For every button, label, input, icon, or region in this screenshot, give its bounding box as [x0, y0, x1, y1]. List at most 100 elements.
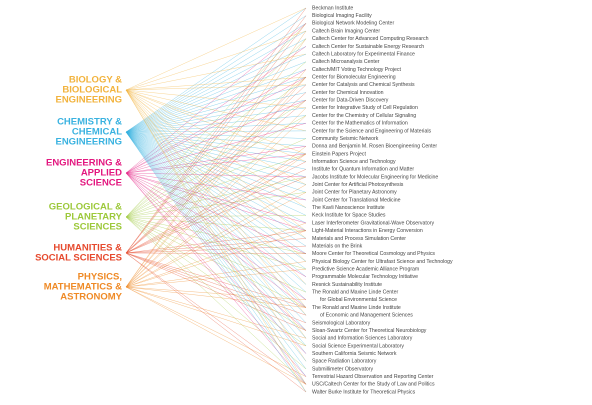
- institute-name: Information Science and Technology: [312, 159, 396, 165]
- link: [125, 131, 307, 331]
- division-label: CHEMICAL: [72, 127, 122, 138]
- institute-name: The Kavli Nanoscience Institute: [312, 205, 385, 211]
- link: [125, 99, 307, 174]
- link: [125, 131, 307, 147]
- institute-name: Einstein Papers Project: [312, 151, 366, 157]
- link: [125, 131, 307, 393]
- division-label: HUMANITIES &: [53, 243, 122, 254]
- institute-name: Community Seismic Network: [312, 136, 379, 142]
- link: [125, 172, 307, 254]
- institute-name: Materials on the Brink: [312, 243, 363, 249]
- institute-name: Caltech Laboratory for Experimental Fina…: [312, 51, 415, 57]
- link: [125, 131, 307, 139]
- link: [125, 131, 307, 262]
- institute-name: Joint Center for Artificial Photosynthes…: [312, 182, 404, 188]
- link: [125, 131, 307, 354]
- link: [125, 131, 307, 216]
- institute-name: Caltech/MIT Voting Technology Project: [312, 67, 401, 73]
- link: [125, 131, 307, 370]
- institute-name: Seismological Laboratory: [312, 320, 371, 326]
- link: [125, 131, 307, 231]
- link: [125, 176, 307, 254]
- link: [125, 76, 307, 133]
- labels: BIOLOGY &BIOLOGICALENGINEERINGCHEMISTRY …: [35, 5, 453, 395]
- institute-name: Social and Information Sciences Laborato…: [312, 336, 413, 342]
- link: [125, 172, 307, 377]
- institute-name: Institute for Quantum Information and Ma…: [312, 167, 414, 173]
- link: [125, 89, 307, 185]
- link: [125, 89, 307, 339]
- link: [125, 230, 307, 254]
- link: [125, 89, 307, 162]
- link: [125, 286, 307, 301]
- link: [125, 172, 307, 354]
- institute-name: Beckman Institute: [312, 5, 353, 11]
- link: [125, 131, 307, 377]
- link: [125, 84, 307, 254]
- link: [125, 216, 307, 370]
- link: [125, 131, 307, 385]
- link: [125, 286, 307, 377]
- division-label: BIOLOGICAL: [62, 85, 122, 96]
- link: [125, 53, 307, 91]
- institute-name: Light-Material Interactions in Energy Co…: [312, 228, 423, 234]
- link: [125, 172, 307, 331]
- link: [125, 131, 307, 208]
- institute-name: Keck Institute for Space Studies: [312, 213, 386, 219]
- link: [125, 131, 307, 347]
- link: [125, 23, 307, 174]
- link: [125, 169, 307, 254]
- division-label: BIOLOGY &: [69, 75, 122, 86]
- links: [125, 7, 307, 393]
- link: [125, 89, 307, 231]
- institute-name: Submillimeter Observatory: [312, 366, 374, 372]
- institute-name: Biological Network Modeling Center: [312, 21, 394, 27]
- institute-name: Materials and Process Simulation Center: [312, 236, 406, 242]
- link: [125, 130, 307, 133]
- link: [125, 61, 307, 133]
- link: [125, 161, 307, 254]
- link: [125, 286, 307, 385]
- link: [125, 131, 307, 324]
- division-label: ENGINEERING &: [46, 158, 122, 169]
- link: [125, 131, 307, 285]
- institute-name: Terrestrial Hazard Observation and Repor…: [312, 374, 434, 380]
- link: [125, 38, 307, 218]
- link: [125, 89, 307, 316]
- link: [125, 252, 307, 308]
- link: [125, 38, 307, 133]
- division-label: SCIENCE: [80, 178, 122, 189]
- link: [125, 89, 307, 308]
- link: [125, 216, 307, 331]
- link: [125, 261, 307, 288]
- link: [125, 30, 307, 133]
- link: [125, 252, 307, 393]
- link: [125, 84, 307, 91]
- link: [125, 131, 307, 170]
- institute-name: Laser Interferometer Gravitational-Wave …: [312, 220, 434, 226]
- link: [125, 89, 307, 208]
- division-label: GEOLOGICAL &: [49, 202, 122, 213]
- link: [125, 61, 307, 218]
- institute-name: Joint Center for Planetary Astronomy: [312, 190, 397, 196]
- institute-name: Caltech Center for Advanced Computing Re…: [312, 36, 429, 42]
- division-label: APPLIED: [81, 168, 122, 179]
- division-label: ENGINEERING: [55, 137, 122, 148]
- link: [125, 252, 307, 316]
- division-label: PHYSICS,: [78, 272, 122, 283]
- institute-name: Moore Center for Theoretical Cosmology a…: [312, 251, 435, 257]
- link: [125, 286, 307, 347]
- link: [125, 252, 307, 324]
- link: [125, 69, 307, 174]
- division-label: ASTRONOMY: [60, 292, 122, 303]
- link: [125, 99, 307, 254]
- institute-name: Caltech Brain Imaging Center: [312, 28, 380, 34]
- link: [125, 172, 307, 301]
- link: [125, 131, 307, 362]
- link: [125, 92, 307, 133]
- division-label: ENGINEERING: [55, 95, 122, 106]
- institute-name: Center for Integrative Study of Cell Reg…: [312, 105, 418, 111]
- link: [125, 84, 307, 133]
- link: [125, 7, 307, 133]
- link: [125, 23, 307, 254]
